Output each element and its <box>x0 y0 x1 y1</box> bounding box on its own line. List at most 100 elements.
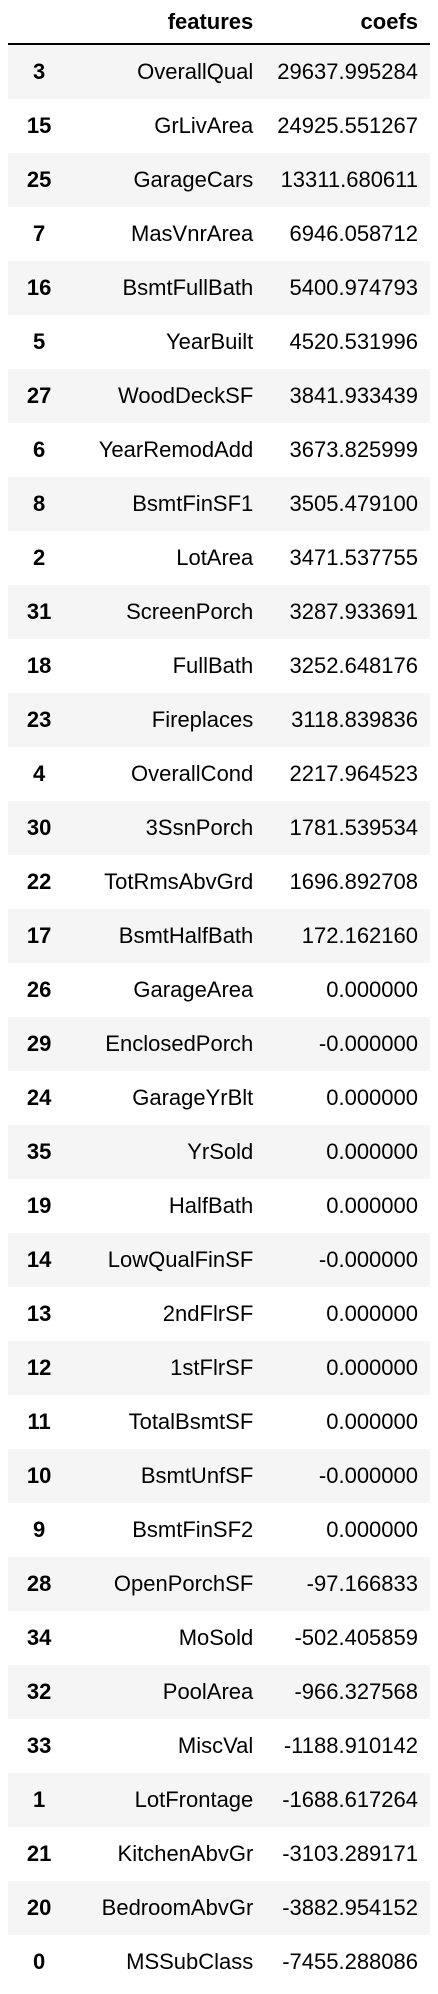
table-row: 9 BsmtFinSF2 0.000000 <box>8 1503 430 1557</box>
feature-cell: EnclosedPorch <box>105 1031 254 1056</box>
coef-cell: 3471.537755 <box>289 545 418 570</box>
coef-cell: 4520.531996 <box>289 329 418 354</box>
row-index: 21 <box>26 1841 52 1866</box>
coef-cell: 0.000000 <box>326 1085 418 1110</box>
feature-cell: GarageCars <box>133 167 254 192</box>
row-index: 31 <box>26 599 52 624</box>
row-index: 11 <box>27 1409 51 1434</box>
coef-cell: 3287.933691 <box>289 599 418 624</box>
row-index: 2 <box>32 545 46 570</box>
coef-cell: -3882.954152 <box>282 1895 418 1920</box>
row-index: 14 <box>26 1247 52 1272</box>
row-index: 33 <box>26 1733 52 1758</box>
feature-cell: BsmtFinSF1 <box>132 491 254 516</box>
feature-cell: GarageArea <box>133 977 254 1002</box>
coef-cell: -502.405859 <box>294 1625 418 1650</box>
feature-cell: OverallQual <box>137 59 254 84</box>
table-row: 21 KitchenAbvGr -3103.289171 <box>8 1827 430 1881</box>
row-index: 8 <box>32 491 46 516</box>
coef-cell: 2217.964523 <box>289 761 418 786</box>
feature-cell: BsmtFullBath <box>122 275 254 300</box>
table-body: 3 OverallQual 29637.995284 15 GrLivArea 24925… <box>8 44 430 1989</box>
index-header <box>8 0 71 45</box>
feature-cell: Fireplaces <box>151 707 254 732</box>
table-row: 22 TotRmsAbvGrd 1696.892708 <box>8 855 430 909</box>
feature-cell: 3SsnPorch <box>145 815 254 840</box>
table-row: 7 MasVnrArea 6946.058712 <box>8 207 430 261</box>
row-index: 22 <box>26 869 52 894</box>
feature-cell: MSSubClass <box>126 1949 254 1974</box>
table-row: 5 YearBuilt 4520.531996 <box>8 315 430 369</box>
coef-cell: 0.000000 <box>326 977 418 1002</box>
row-index: 28 <box>26 1571 52 1596</box>
coef-cell: 1781.539534 <box>289 815 418 840</box>
coef-cell: 6946.058712 <box>289 221 418 246</box>
feature-cell: ScreenPorch <box>126 599 254 624</box>
table-row: 18 FullBath 3252.648176 <box>8 639 430 693</box>
table-row: 14 LowQualFinSF -0.000000 <box>8 1233 430 1287</box>
table-row: 2 LotArea 3471.537755 <box>8 531 430 585</box>
feature-cell: KitchenAbvGr <box>117 1841 254 1866</box>
coef-cell: 0.000000 <box>326 1355 418 1380</box>
coef-cell: 13311.680611 <box>280 167 418 192</box>
table-row: 32 PoolArea -966.327568 <box>8 1665 430 1719</box>
table-header: features coefs <box>8 0 430 45</box>
row-index: 23 <box>26 707 52 732</box>
feature-cell: 2ndFlrSF <box>162 1301 254 1326</box>
row-index: 25 <box>26 167 52 192</box>
coef-cell: 3673.825999 <box>289 437 418 462</box>
feature-cell: BsmtHalfBath <box>118 923 254 948</box>
feature-cell: TotalBsmtSF <box>128 1409 254 1434</box>
row-index: 0 <box>32 1949 46 1974</box>
coef-cell: -1688.617264 <box>282 1787 418 1812</box>
table-row: 26 GarageArea 0.000000 <box>8 963 430 1017</box>
feature-cell: FullBath <box>172 653 254 678</box>
feature-cell: MoSold <box>178 1625 254 1650</box>
coef-cell: -0.000000 <box>318 1463 418 1488</box>
table-row: 3 OverallQual 29637.995284 <box>8 44 430 99</box>
feature-cell: WoodDeckSF <box>117 383 254 408</box>
table-row: 10 BsmtUnfSF -0.000000 <box>8 1449 430 1503</box>
feature-cell: LotFrontage <box>134 1787 254 1812</box>
table-row: 12 1stFlrSF 0.000000 <box>8 1341 430 1395</box>
table-row: 4 OverallCond 2217.964523 <box>8 747 430 801</box>
row-index: 9 <box>32 1517 46 1542</box>
feature-cell: YearRemodAdd <box>98 437 254 462</box>
coefs-header: coefs <box>265 0 430 45</box>
coef-cell: -0.000000 <box>318 1247 418 1272</box>
row-index: 26 <box>26 977 52 1002</box>
table-row: 15 GrLivArea 24925.551267 <box>8 99 430 153</box>
row-index: 24 <box>26 1085 52 1110</box>
feature-cell: GrLivArea <box>154 113 254 138</box>
feature-cell: PoolArea <box>162 1679 254 1704</box>
table-row: 35 YrSold 0.000000 <box>8 1125 430 1179</box>
feature-cell: HalfBath <box>168 1193 254 1218</box>
table-row: 27 WoodDeckSF 3841.933439 <box>8 369 430 423</box>
coef-cell: 172.162160 <box>301 923 418 948</box>
table-row: 17 BsmtHalfBath 172.162160 <box>8 909 430 963</box>
coef-cell: 3505.479100 <box>289 491 418 516</box>
row-index: 20 <box>26 1895 52 1920</box>
table-row: 30 3SsnPorch 1781.539534 <box>8 801 430 855</box>
header-row: features coefs <box>8 0 430 45</box>
row-index: 16 <box>26 275 52 300</box>
feature-cell: TotRmsAbvGrd <box>104 869 254 894</box>
table-row: 23 Fireplaces 3118.839836 <box>8 693 430 747</box>
feature-cell: BedroomAbvGr <box>101 1895 254 1920</box>
row-index: 1 <box>32 1787 46 1812</box>
table-row: 29 EnclosedPorch -0.000000 <box>8 1017 430 1071</box>
row-index: 32 <box>26 1679 52 1704</box>
table-row: 6 YearRemodAdd 3673.825999 <box>8 423 430 477</box>
coef-cell: -7455.288086 <box>282 1949 418 1974</box>
table-row: 19 HalfBath 0.000000 <box>8 1179 430 1233</box>
coef-cell: -3103.289171 <box>282 1841 418 1866</box>
coef-cell: 0.000000 <box>326 1139 418 1164</box>
table-row: 31 ScreenPorch 3287.933691 <box>8 585 430 639</box>
coef-cell: 3252.648176 <box>289 653 418 678</box>
coef-cell: 0.000000 <box>326 1193 418 1218</box>
feature-cell: GarageYrBlt <box>132 1085 254 1110</box>
feature-cell: LowQualFinSF <box>107 1247 254 1272</box>
table-row: 20 BedroomAbvGr -3882.954152 <box>8 1881 430 1935</box>
row-index: 34 <box>26 1625 52 1650</box>
